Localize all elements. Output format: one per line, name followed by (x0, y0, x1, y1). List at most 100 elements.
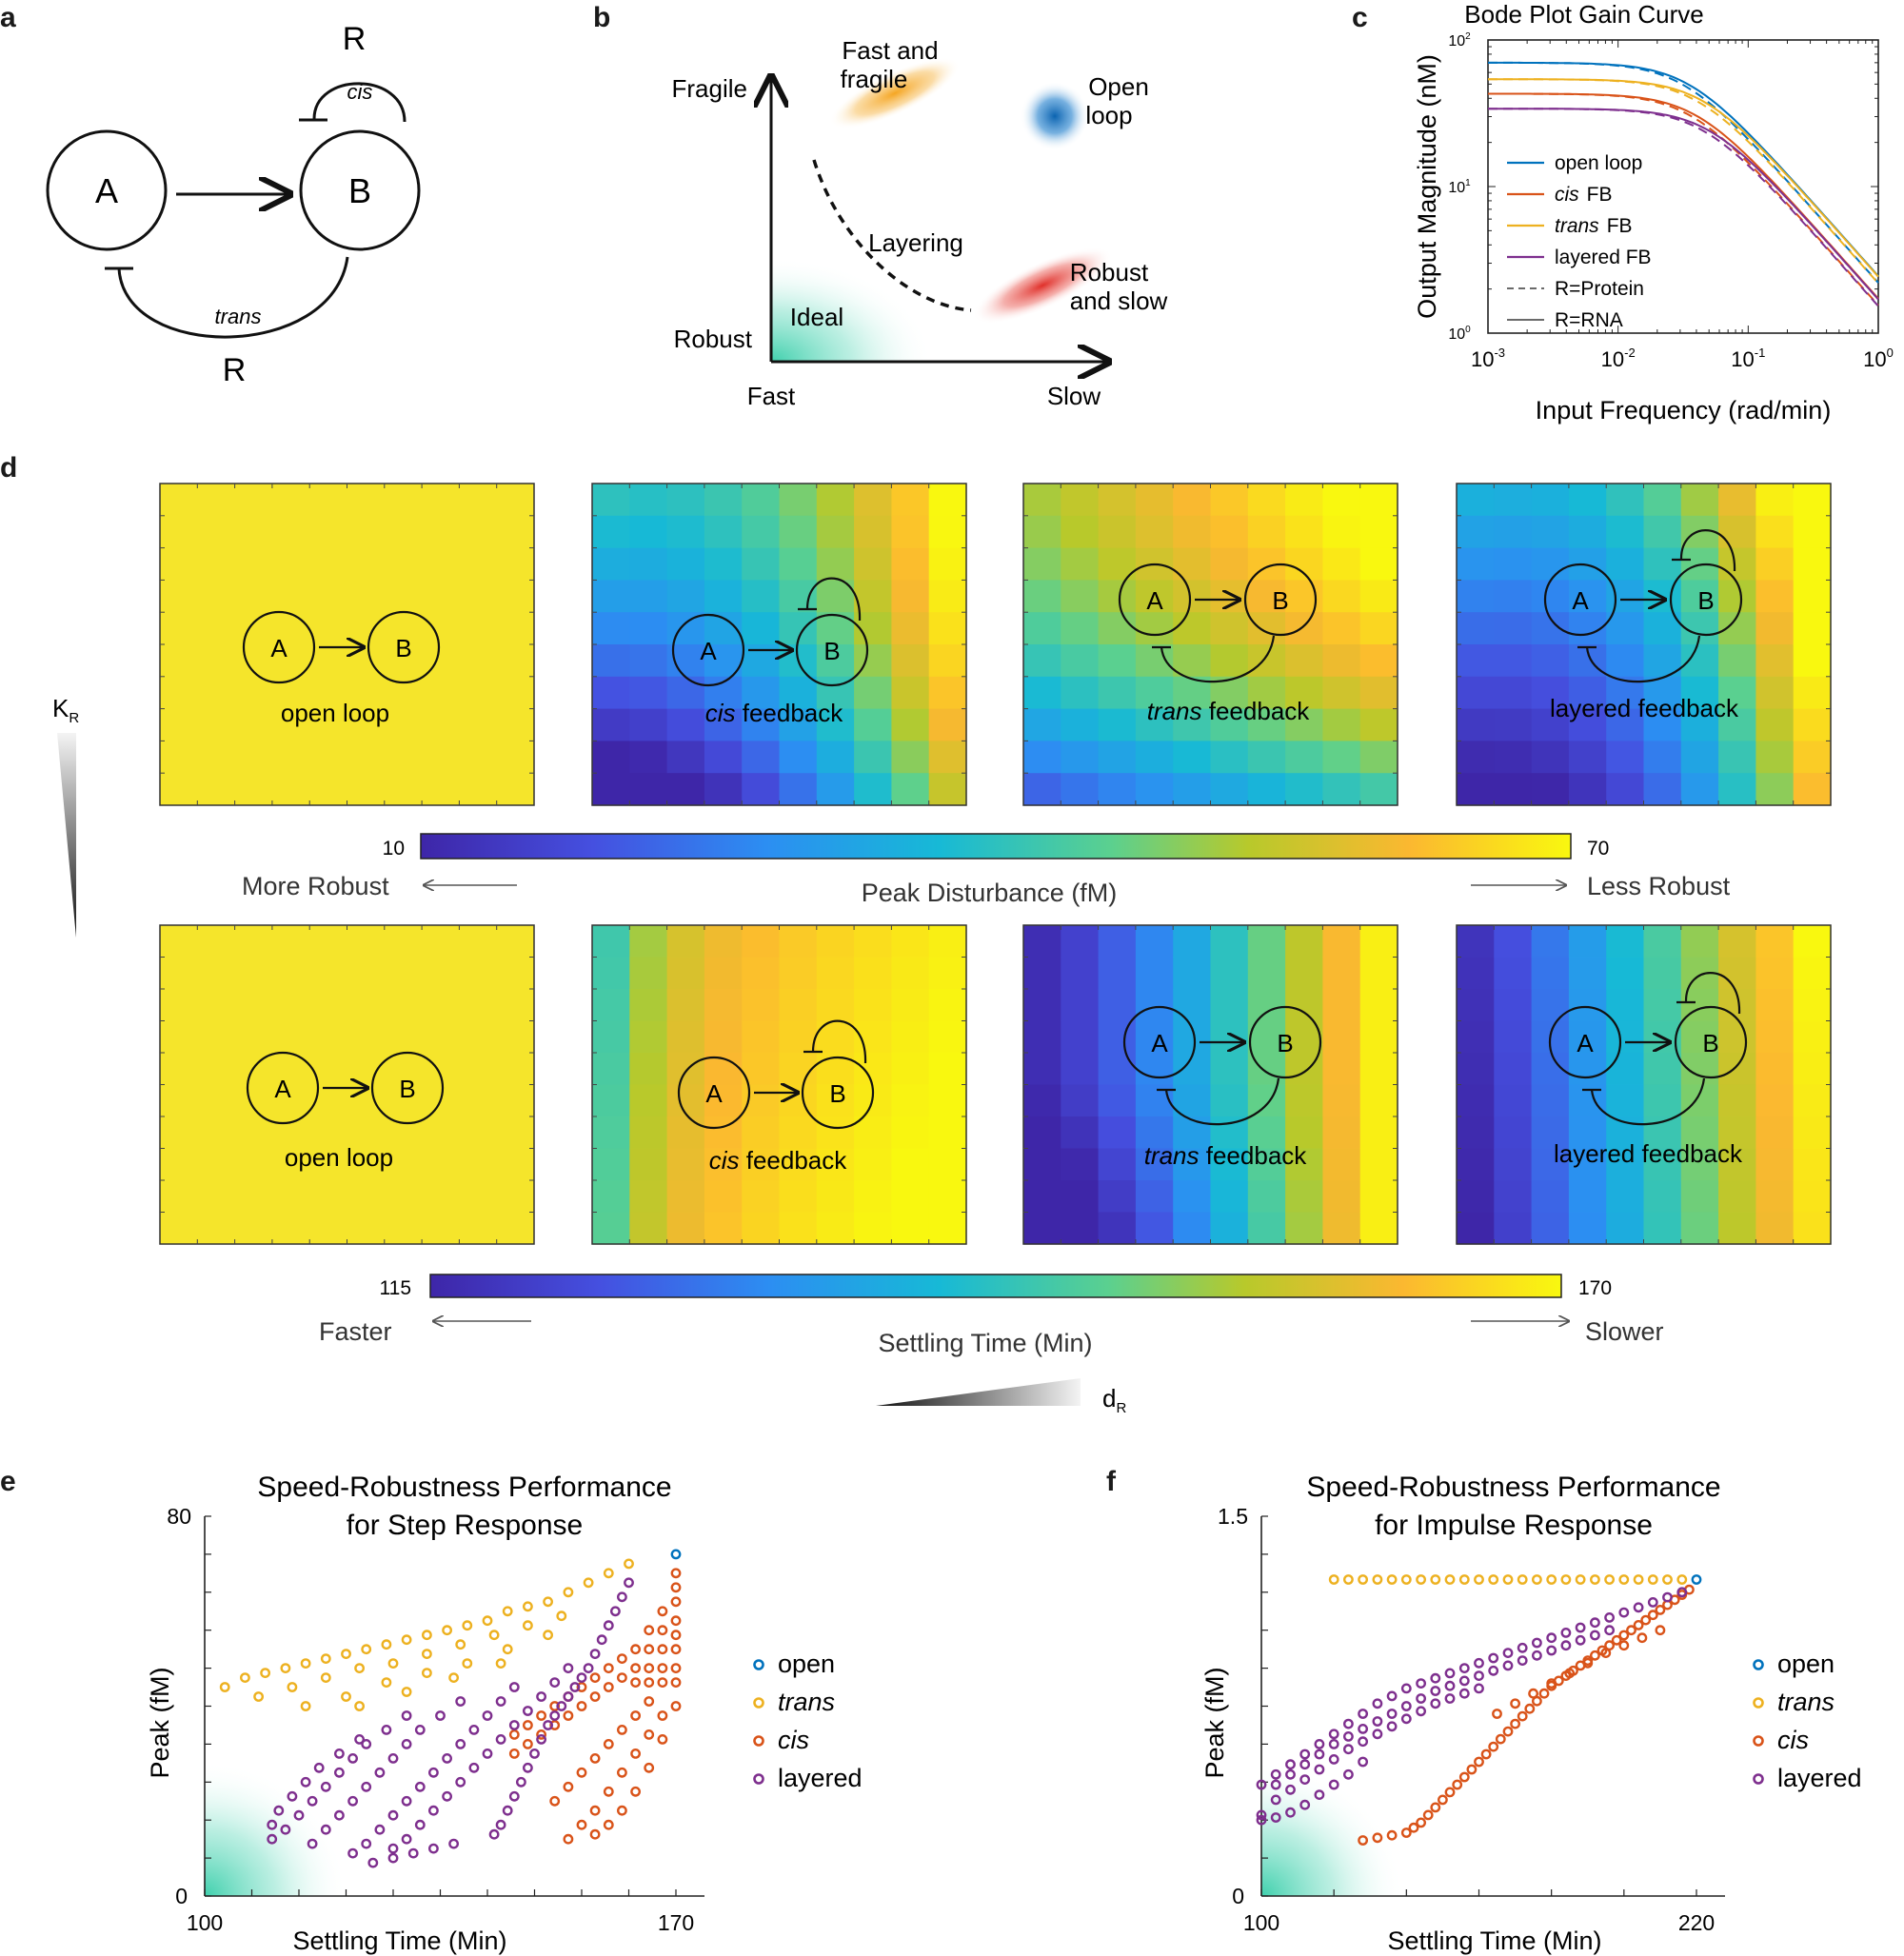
point-cis (670, 1568, 682, 1579)
heatmap-cell (592, 1020, 630, 1054)
point-layered (617, 1591, 627, 1603)
heatmap-cell (1793, 1148, 1832, 1181)
point-layered (589, 1649, 601, 1660)
heatmap-cell (1210, 644, 1249, 678)
heatmap-cell (779, 580, 818, 613)
colorbar2-min: 115 (380, 1277, 411, 1299)
heatmap-cell (1606, 1148, 1645, 1181)
point-trans (421, 1668, 432, 1679)
point-layered (1299, 1759, 1311, 1770)
heatmap-cell (742, 708, 781, 741)
heatmap-cell (1531, 957, 1570, 990)
point-cis (1492, 1709, 1502, 1719)
layering-label: Layering (868, 228, 963, 257)
heatmap-cell (1457, 1116, 1495, 1150)
heatmap-cell (1322, 1084, 1361, 1117)
heatmap-cell (704, 708, 743, 741)
point-trans (1386, 1574, 1398, 1585)
heatmap-cell (666, 580, 705, 613)
heatmap-cell (779, 1020, 818, 1054)
heatmap-cell (592, 708, 630, 741)
faster-label: Faster (319, 1317, 392, 1346)
heatmap-cell (1098, 580, 1137, 613)
heatmap-cell (1359, 773, 1398, 806)
point-layered (1676, 1587, 1688, 1598)
heatmap-cell (854, 741, 892, 774)
point-layered (1647, 1597, 1658, 1608)
point-cis (1458, 1771, 1470, 1783)
heatmap-cell (666, 773, 705, 806)
heatmap-cell (1793, 547, 1832, 581)
tick-exponent: 2 (1465, 31, 1471, 42)
heatmap-cell (1359, 1148, 1398, 1181)
heatmap-cell (666, 612, 705, 645)
heatmap-cell (816, 925, 855, 958)
heatmap-cell (928, 1180, 967, 1214)
point-layered (427, 1767, 439, 1778)
point-trans (1676, 1574, 1688, 1585)
heatmap-cell (1023, 644, 1061, 678)
heatmap-cell (592, 773, 630, 806)
heatmap-cell (1606, 708, 1645, 741)
point-layered (1400, 1683, 1412, 1694)
point-cis (644, 1663, 655, 1674)
heatmap-cell (1494, 1084, 1533, 1117)
heatmap-cell (1457, 644, 1495, 678)
point-layered (1416, 1693, 1427, 1704)
point-cis (1655, 1605, 1666, 1615)
point-layered (1256, 1809, 1267, 1821)
point-layered (536, 1734, 546, 1745)
point-cis (1400, 1828, 1412, 1838)
point-layered (414, 1725, 426, 1735)
bode-title: Bode Plot Gain Curve (1464, 0, 1703, 29)
heatmap-cell (666, 1084, 705, 1117)
point-trans (603, 1568, 614, 1579)
heatmap-cell (1322, 773, 1361, 806)
heatmap-cell (1210, 1148, 1249, 1181)
point-cis (589, 1753, 601, 1764)
heatmap-cell (1098, 644, 1137, 678)
bode-y-tick-label: 101 (1448, 178, 1471, 196)
heatmap-bottom-trans (1022, 924, 1398, 1245)
inset-label-layered-feedback: layered feedback (1550, 694, 1739, 722)
point-layered (549, 1677, 561, 1689)
heatmap-cell (1457, 484, 1495, 517)
legend-label: open (1777, 1650, 1835, 1678)
heatmap-cell (1210, 925, 1249, 958)
heatmap-cell (1135, 580, 1174, 613)
heatmap-cell (629, 925, 668, 958)
heatmap-cell (1285, 1116, 1323, 1150)
open-loop-label-1: Open (1088, 72, 1149, 101)
point-cis (1524, 1703, 1536, 1714)
point-layered (1575, 1634, 1586, 1646)
heatmap-cell (779, 547, 818, 581)
point-layered (1488, 1665, 1499, 1676)
inset-layered-bottom: A B layered feedback (1548, 972, 1748, 1168)
heatmap-cell (1793, 612, 1832, 645)
heatmap-cell (816, 1180, 855, 1214)
heatmap-cell (1135, 1180, 1174, 1214)
heatmap-cell (1568, 1180, 1607, 1214)
legend-marker (753, 1697, 764, 1709)
heatmap-cell (1061, 1084, 1100, 1117)
heatmap-cell (1643, 515, 1682, 549)
heatmap-cell (1531, 1148, 1570, 1181)
point-layered (401, 1739, 412, 1749)
heatmap-cell (1457, 580, 1495, 613)
heatmap-cell (666, 1116, 705, 1150)
point-cis (1655, 1625, 1666, 1636)
panel-label-c: c (1352, 2, 1368, 33)
point-cis (589, 1828, 601, 1840)
heatmap-cell (891, 957, 930, 990)
legend-marker (1753, 1659, 1764, 1670)
heatmap-cell (1457, 676, 1495, 710)
panel-a-network-diagram: A B R cis trans R (46, 21, 421, 388)
heatmap-cell (1755, 515, 1795, 549)
heatmap-cell (854, 925, 892, 958)
point-cis (630, 1663, 641, 1674)
inset-open-loop-top: A B open loop (242, 610, 441, 727)
point-cis (644, 1762, 655, 1773)
point-layered (508, 1682, 520, 1692)
heatmap-cell (629, 1212, 668, 1245)
